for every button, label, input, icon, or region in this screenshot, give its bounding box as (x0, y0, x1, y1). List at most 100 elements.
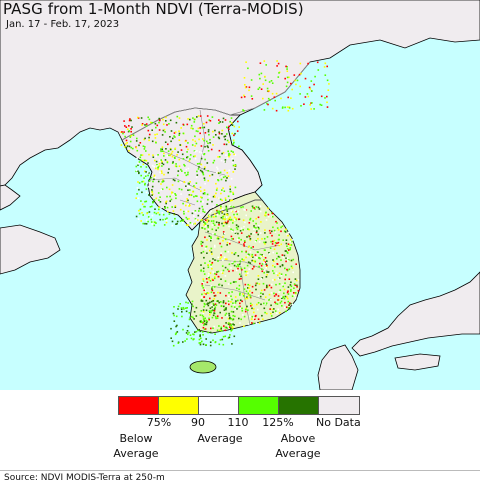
ndvi-pixel (171, 150, 174, 153)
ndvi-pixel (139, 159, 142, 161)
ndvi-pixel (287, 290, 289, 292)
ndvi-pixel (204, 132, 207, 134)
ndvi-pixel (286, 245, 288, 247)
ndvi-pixel (210, 239, 212, 242)
ndvi-pixel (205, 319, 207, 322)
ndvi-pixel (247, 261, 250, 263)
ndvi-pixel (231, 122, 233, 124)
ndvi-pixel (145, 166, 148, 168)
ndvi-pixel (174, 206, 177, 208)
ndvi-pixel (156, 164, 158, 166)
ndvi-pixel (151, 191, 153, 193)
ndvi-pixel (240, 232, 243, 234)
ndvi-pixel (257, 308, 259, 311)
ndvi-pixel (283, 288, 286, 291)
ndvi-pixel (200, 190, 202, 192)
ndvi-pixel (225, 213, 228, 215)
ndvi-pixel (224, 119, 227, 121)
ndvi-pixel (221, 212, 223, 214)
ndvi-pixel (175, 332, 177, 334)
ndvi-pixel (221, 189, 223, 191)
ndvi-pixel (242, 219, 245, 221)
ndvi-pixel (328, 83, 330, 85)
legend-swatches (118, 396, 360, 415)
ndvi-pixel (240, 277, 242, 280)
ndvi-pixel (144, 137, 146, 140)
ndvi-pixel (207, 302, 210, 305)
ndvi-pixel (205, 278, 208, 280)
ndvi-pixel (188, 160, 191, 162)
ndvi-pixel (253, 317, 255, 319)
ndvi-pixel (250, 233, 252, 235)
ndvi-pixel (255, 206, 258, 208)
ndvi-pixel (171, 192, 173, 195)
ndvi-pixel (314, 75, 316, 78)
ndvi-pixel (211, 309, 213, 312)
ndvi-pixel (214, 272, 216, 275)
ndvi-pixel (227, 251, 229, 253)
ndvi-pixel (258, 225, 260, 227)
ndvi-pixel (210, 265, 212, 268)
ndvi-pixel (211, 306, 213, 308)
ndvi-pixel (291, 295, 294, 297)
ndvi-pixel (237, 255, 240, 257)
ndvi-pixel (203, 273, 206, 275)
ndvi-pixel (165, 201, 167, 204)
ndvi-pixel (165, 202, 167, 205)
ndvi-pixel (184, 172, 186, 174)
ndvi-pixel (181, 311, 183, 313)
ndvi-pixel (161, 165, 163, 167)
ndvi-pixel (279, 265, 282, 268)
ndvi-pixel (187, 302, 189, 304)
ndvi-pixel (242, 206, 244, 208)
ndvi-pixel (187, 173, 189, 176)
ndvi-pixel (239, 230, 242, 232)
ndvi-pixel (171, 340, 174, 343)
ndvi-pixel (138, 144, 140, 147)
ndvi-pixel (215, 304, 218, 306)
ndvi-pixel (202, 326, 205, 329)
ndvi-pixel (194, 331, 196, 333)
ndvi-pixel (203, 211, 206, 213)
ndvi-pixel (214, 129, 216, 132)
ndvi-pixel (198, 342, 201, 344)
ndvi-pixel (166, 160, 169, 163)
ndvi-pixel (264, 214, 266, 217)
ndvi-pixel (290, 285, 293, 288)
ndvi-pixel (248, 246, 250, 248)
ndvi-pixel (216, 300, 218, 302)
ndvi-pixel (156, 133, 158, 135)
ndvi-pixel (299, 62, 302, 65)
ndvi-pixel (260, 292, 262, 294)
category-below-average: Below Average (113, 432, 159, 460)
swatch-light-green (239, 397, 279, 414)
ndvi-pixel (291, 107, 294, 110)
ndvi-pixel (130, 119, 132, 122)
ndvi-pixel (173, 314, 175, 317)
ndvi-pixel (174, 205, 177, 207)
ndvi-pixel (274, 301, 276, 304)
ndvi-pixel (229, 316, 231, 319)
south-korea (185, 191, 301, 334)
ndvi-pixel (207, 220, 210, 222)
ndvi-pixel (199, 314, 202, 316)
ndvi-pixel (221, 133, 223, 135)
ndvi-pixel (137, 116, 139, 119)
ndvi-pixel (194, 195, 197, 197)
ndvi-pixel (264, 257, 267, 259)
ndvi-pixel (278, 291, 280, 293)
ndvi-pixel (158, 213, 161, 216)
ndvi-pixel (326, 95, 328, 98)
ndvi-pixel (224, 280, 227, 282)
ndvi-pixel (129, 118, 131, 120)
ndvi-pixel (228, 155, 230, 158)
ndvi-pixel (238, 288, 240, 291)
ndvi-pixel (257, 238, 259, 240)
ndvi-pixel (140, 117, 143, 119)
ndvi-pixel (152, 154, 154, 156)
ndvi-pixel (227, 300, 230, 302)
ndvi-pixel (197, 168, 200, 170)
ndvi-pixel (148, 182, 150, 184)
ndvi-pixel (130, 128, 132, 130)
ndvi-pixel (297, 278, 300, 281)
